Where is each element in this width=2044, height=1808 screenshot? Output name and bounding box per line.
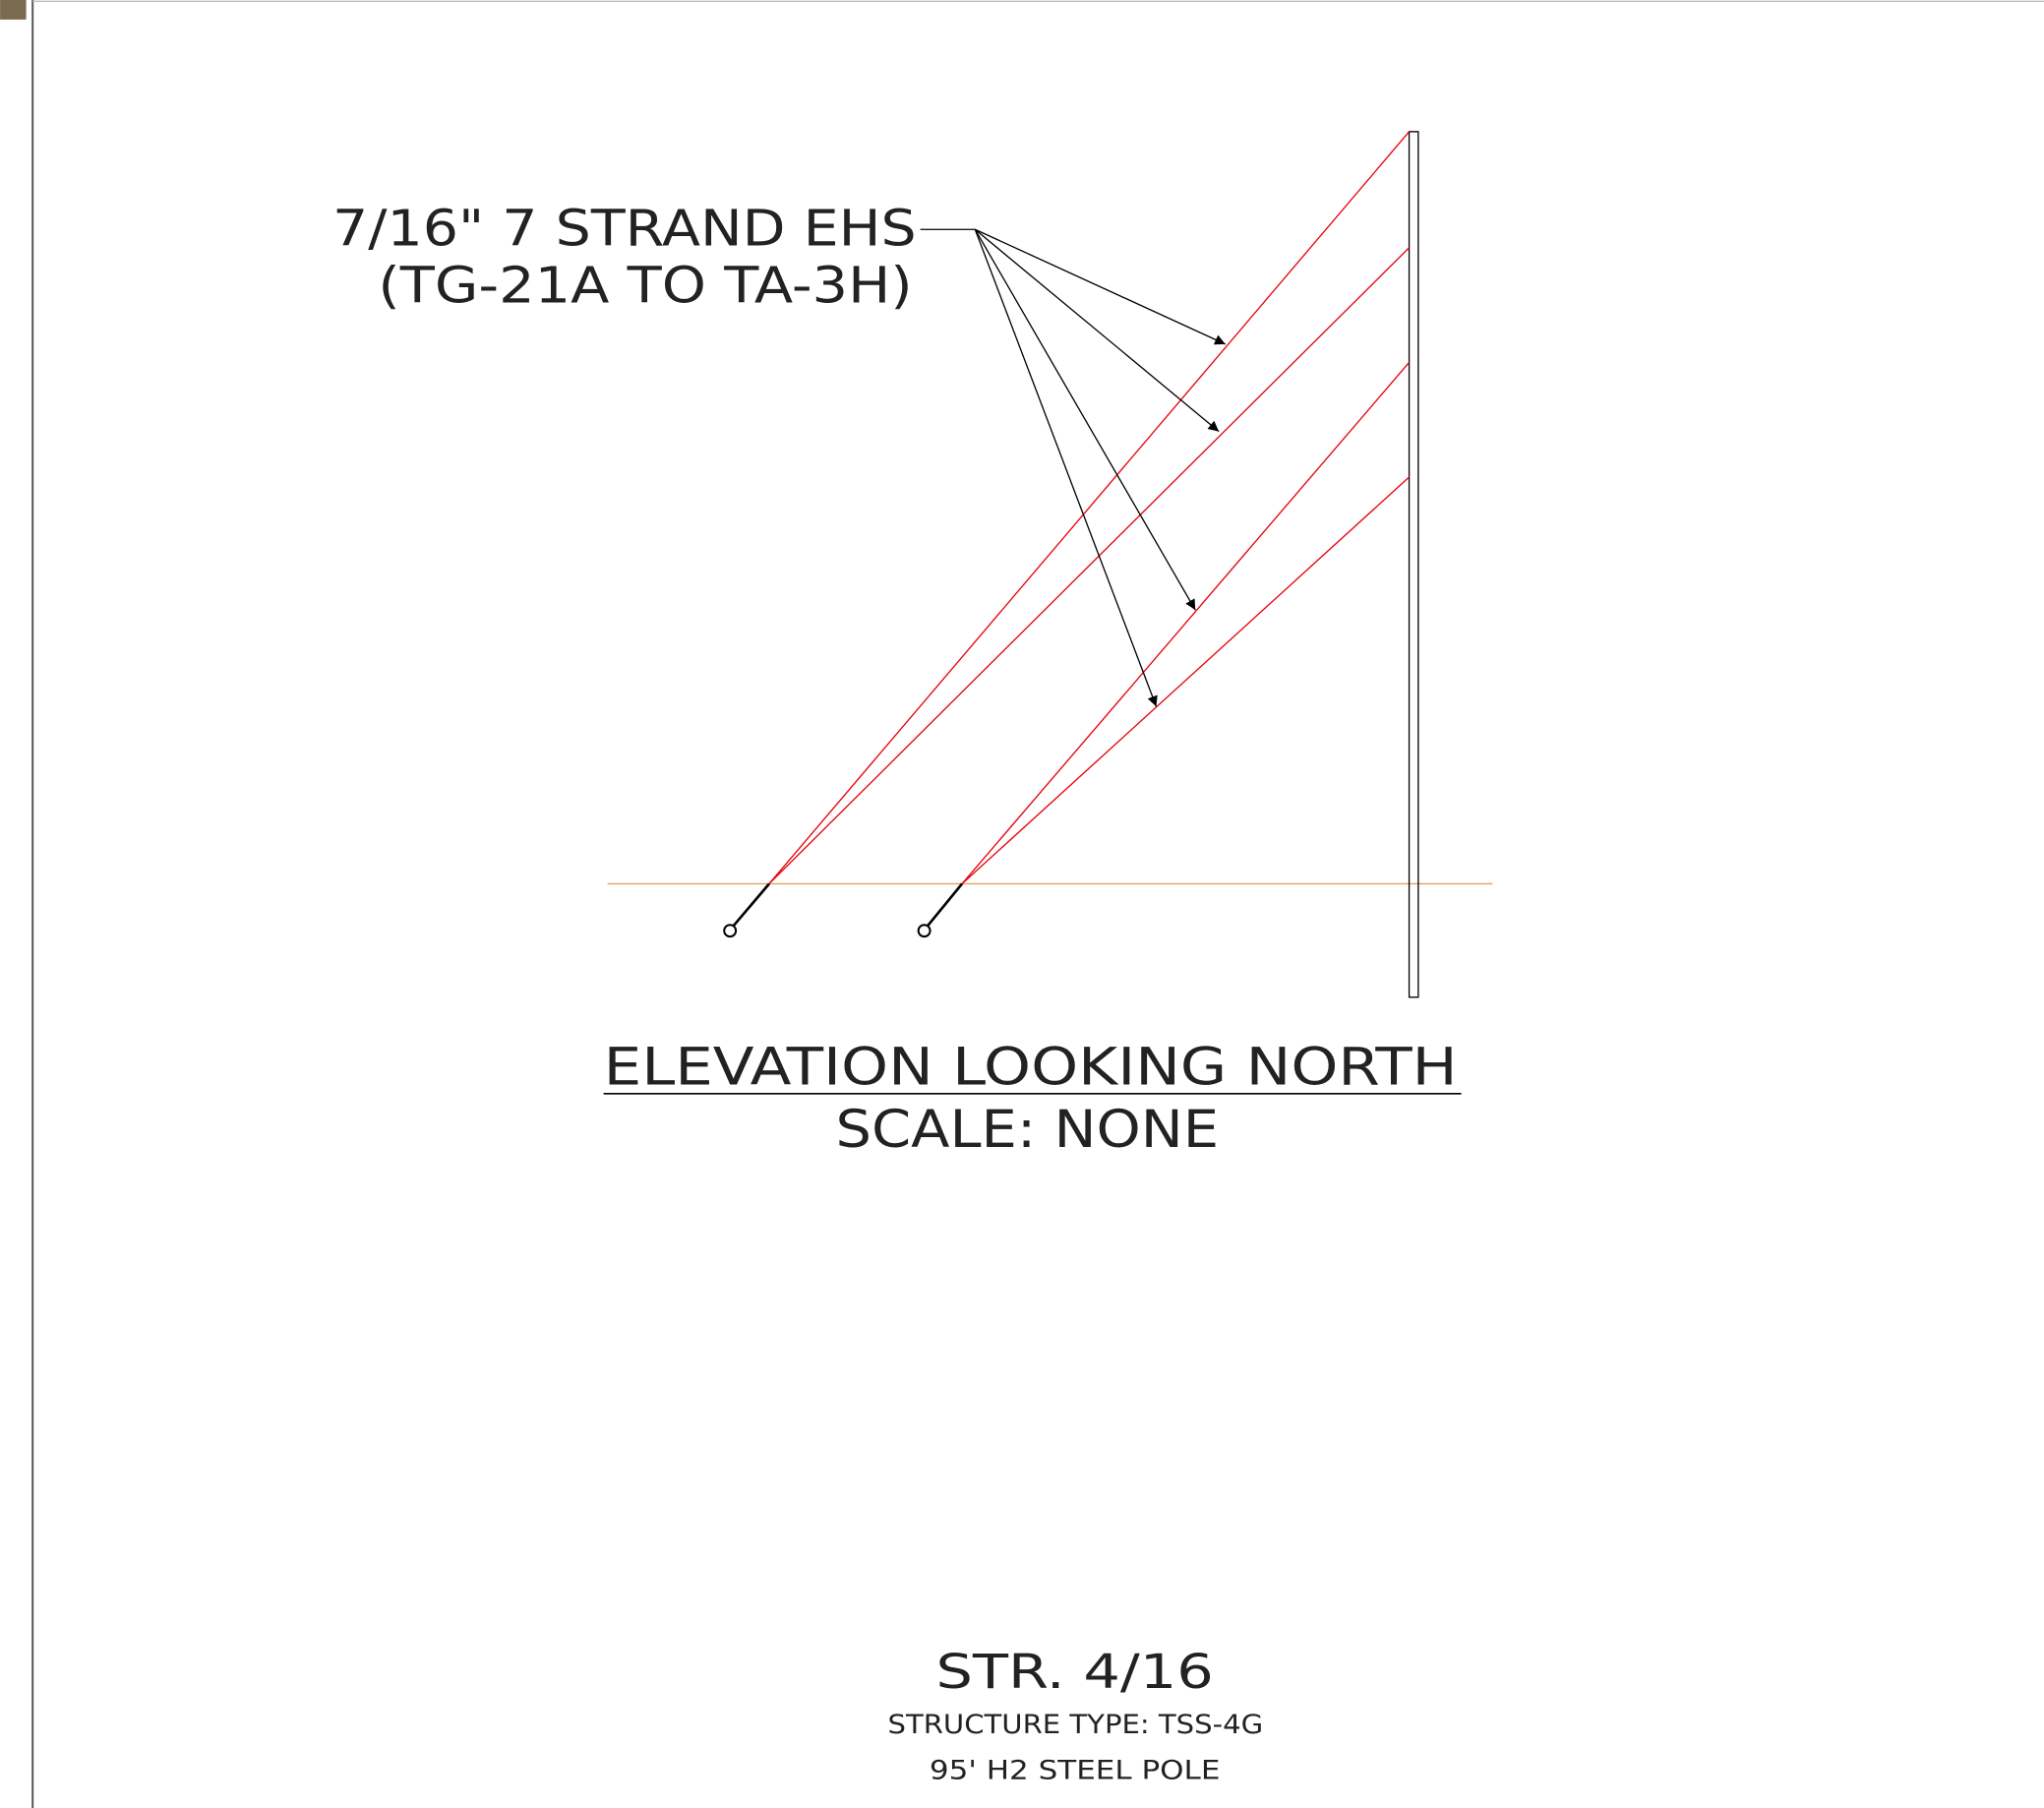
anchor	[917, 924, 932, 938]
anchor-rod	[731, 882, 770, 929]
leader-arrow	[974, 228, 1196, 611]
leader-arrow	[974, 228, 1158, 707]
guy-wire	[768, 247, 1411, 884]
leader-arrow	[975, 228, 1227, 345]
view-title: ELEVATION LOOKING NORTH	[604, 1038, 1458, 1098]
guy-wires	[768, 131, 1411, 884]
structure-pole: 95' H2 STEEL POLE	[930, 1755, 1221, 1785]
pole	[1408, 131, 1419, 998]
view-scale: SCALE: NONE	[836, 1100, 1220, 1160]
guy-wire	[961, 476, 1411, 884]
anchor-rod	[926, 882, 964, 929]
structure-id: STR. 4/16	[936, 1646, 1214, 1700]
structure-type: STRUCTURE TYPE: TSS-4G	[888, 1710, 1264, 1740]
guy-wire	[961, 361, 1411, 884]
anchor	[723, 924, 738, 938]
anchors	[723, 882, 964, 938]
guy-wire	[768, 131, 1411, 884]
callout-text: 7/16" 7 STRAND EHS	[332, 199, 917, 257]
corner-marker	[0, 0, 27, 20]
leader-arrow	[974, 228, 1220, 433]
leaders	[920, 228, 1227, 707]
callout-text: (TG-21A TO TA-3H)	[378, 257, 912, 315]
